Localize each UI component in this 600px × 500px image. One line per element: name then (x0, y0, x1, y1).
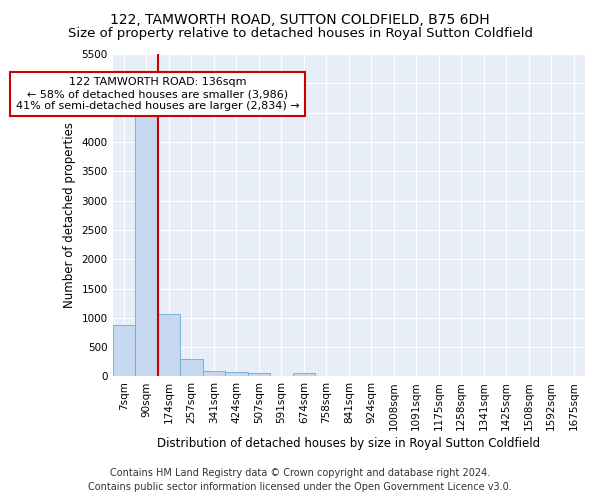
Bar (293, 373, 315, 376)
Bar (113, 325, 135, 376)
Bar (225, 372, 248, 376)
Bar (248, 373, 270, 376)
Text: 122 TAMWORTH ROAD: 136sqm
← 58% of detached houses are smaller (3,986)
41% of se: 122 TAMWORTH ROAD: 136sqm ← 58% of detac… (16, 78, 299, 110)
Text: Size of property relative to detached houses in Royal Sutton Coldfield: Size of property relative to detached ho… (67, 28, 533, 40)
Text: Contains HM Land Registry data © Crown copyright and database right 2024.
Contai: Contains HM Land Registry data © Crown c… (88, 468, 512, 492)
X-axis label: Distribution of detached houses by size in Royal Sutton Coldfield: Distribution of detached houses by size … (157, 437, 541, 450)
Bar (203, 371, 225, 376)
Bar (180, 360, 203, 376)
Y-axis label: Number of detached properties: Number of detached properties (63, 122, 76, 308)
Text: 122, TAMWORTH ROAD, SUTTON COLDFIELD, B75 6DH: 122, TAMWORTH ROAD, SUTTON COLDFIELD, B7… (110, 12, 490, 26)
Bar (135, 109, 158, 376)
Bar (158, 314, 180, 376)
